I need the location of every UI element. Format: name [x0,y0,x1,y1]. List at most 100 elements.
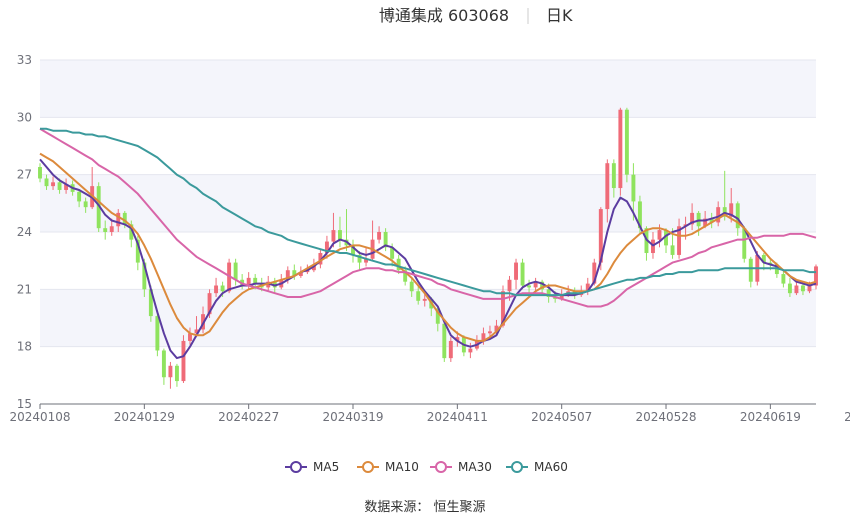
candle-body [481,333,486,341]
candle-body [181,340,186,382]
candle-body [618,109,623,189]
candle-body [253,277,258,284]
candle-body [735,203,740,229]
candle-body [161,350,166,378]
x-tick-label: 20240411 [427,410,488,424]
y-tick-label: 15 [17,397,32,411]
candle-body [233,262,238,280]
candle-body [298,272,303,276]
candle-body [703,218,708,227]
candle-body [520,262,525,286]
candle-body [664,230,668,246]
candle-body [116,212,121,227]
candle-body [409,281,414,292]
x-tick-label: 20240619 [740,410,801,424]
candle-body [742,228,747,259]
y-tick-label: 33 [17,53,32,67]
candle-body [455,337,460,341]
candle-body [748,258,753,282]
candle-body [285,270,290,280]
candle-body [690,212,695,225]
candle-body [44,178,49,187]
x-axis: 20240108 20240129 20240227 20240319 20240411… [9,404,850,424]
candle-body [501,291,505,326]
plot-band [40,174,816,232]
candle-body [598,209,603,263]
y-tick-label: 27 [17,168,32,182]
candle-body [168,365,173,378]
candle-body [585,283,590,292]
y-tick-label: 21 [17,282,32,296]
candle-body [761,254,766,263]
candle-body [670,245,675,255]
y-tick-label: 18 [17,340,32,354]
candle-body [546,289,551,297]
legend-item-ma10[interactable]: MA10 [357,460,419,474]
candle-body [729,203,734,217]
candle-body [377,232,382,240]
candle-body [709,218,714,223]
candle-body [677,226,682,255]
candle-body [533,281,538,288]
candle-body [83,201,88,208]
candle-body [403,270,408,282]
candle-body [814,266,818,286]
x-tick-label: 20240319 [322,410,383,424]
candle-body [507,279,512,292]
legend-item-ma60[interactable]: MA60 [506,460,568,474]
candle-body [559,295,564,299]
candle-body [103,228,108,232]
candle-body [527,285,532,288]
y-axis: 15 18 21 24 27 30 33 [17,53,32,411]
legend-label: MA30 [458,460,492,474]
candle-body [416,291,421,301]
candle-body [292,270,297,276]
candle-body [435,308,440,324]
candle-body [468,348,473,353]
candle-body [148,289,153,317]
candle-body [605,163,610,210]
candle-body [64,184,69,190]
legend-item-ma5[interactable]: MA5 [285,460,339,474]
candle-body [448,340,453,359]
chart-subtitle: 日K [546,6,573,25]
legend-item-ma30[interactable]: MA30 [430,460,492,474]
legend-marker [290,461,302,473]
y-tick-label: 30 [17,110,32,124]
candle-body [422,298,427,301]
candle-body [794,285,799,294]
candle-body [383,232,388,248]
candle-body [781,274,786,284]
x-tick-label: 20240129 [114,410,175,424]
candle-body [129,224,134,240]
candle-body [246,277,251,286]
legend-label: MA5 [313,460,339,474]
ma-line-ma5 [39,158,817,360]
candle-body [364,258,369,263]
legend-marker [435,461,447,473]
x-tick-label: 20240528 [635,410,696,424]
legend-label: MA10 [385,460,419,474]
candle-body [592,262,597,284]
candle-body [540,281,545,290]
x-tick-label: 20240709 [844,410,850,424]
legend-marker [511,461,523,473]
chart-title: 博通集成 603068 [379,6,509,25]
legend[interactable]: MA5 MA10 MA30 MA60 [285,460,568,474]
candle-body [494,325,499,332]
candle-body [331,230,336,242]
candle-body [631,174,636,202]
candle-body [51,182,55,187]
ma-line-ma30 [39,127,817,308]
candle-body [442,323,447,359]
candle-body [77,191,82,202]
candle-body [135,239,140,263]
candle-body [390,247,395,259]
ma-lines [39,127,817,360]
candle-body [324,241,329,254]
plot-bands [40,60,816,347]
candles [38,107,818,389]
candle-body [122,212,127,225]
candle-body [657,230,662,240]
